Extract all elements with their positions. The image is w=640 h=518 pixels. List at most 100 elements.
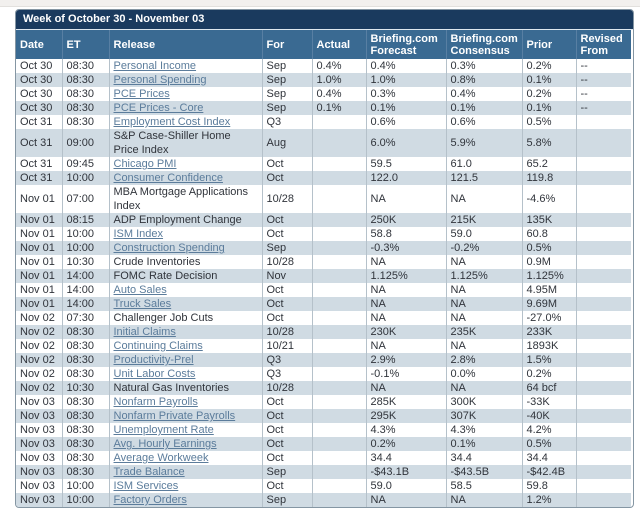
column-header-release: Release	[108, 30, 262, 59]
cell-date: Nov 03	[20, 452, 55, 464]
release-link[interactable]: Unit Labor Costs	[113, 368, 196, 380]
cell-date: Nov 01	[20, 214, 55, 226]
cell-for: Sep	[261, 59, 312, 73]
release-link[interactable]: Factory Orders	[113, 494, 187, 506]
cell-et: 08:30	[61, 325, 109, 339]
cell-actual	[311, 451, 366, 465]
cell-date: Nov 03	[20, 424, 55, 436]
table-header: Date ET Release For Actual Briefing.com Forec…	[16, 30, 631, 59]
cell-actual	[311, 171, 366, 185]
release-link[interactable]: Consumer Confidence	[113, 172, 223, 184]
release-link[interactable]: ISM Index	[113, 228, 164, 240]
cell-date: Nov 01	[20, 256, 55, 268]
table-row: Nov 03 08:30 Nonfarm Payrolls Oct 285K 300K -3…	[16, 395, 631, 409]
release-link[interactable]: Nonfarm Payrolls	[113, 396, 198, 408]
release-link[interactable]: Auto Sales	[113, 284, 167, 296]
cell-release: Personal Spending	[108, 73, 262, 87]
cell-revised	[575, 493, 631, 507]
cell-prior: 64 bcf	[521, 381, 576, 395]
release-link[interactable]: Personal Income	[113, 60, 197, 72]
release-link[interactable]: Personal Spending	[113, 74, 207, 86]
cell-release: PCE Prices	[108, 87, 262, 101]
release-link[interactable]: Construction Spending	[113, 242, 225, 254]
cell-et: 08:30	[61, 73, 109, 87]
release-text: ADP Employment Change	[113, 214, 242, 226]
cell-for: 10/28	[261, 185, 312, 213]
cell-prior: -$42.4B	[521, 465, 576, 479]
cell-revised	[575, 297, 631, 311]
cell-date: Nov 01	[20, 228, 55, 240]
table-row: Nov 02 08:30 Continuing Claims 10/21 NA NA 189…	[16, 339, 631, 353]
column-header-revised: Revised From	[575, 30, 631, 59]
table-row: Nov 02 07:30 Challenger Job Cuts Oct NA NA -27…	[16, 311, 631, 325]
cell-date: Nov 02	[20, 368, 55, 380]
release-link[interactable]: Average Workweek	[113, 452, 209, 464]
cell-prior: -27.0%	[521, 311, 576, 325]
cell-forecast: 285K	[365, 395, 446, 409]
table-row: Oct 31 09:45 Chicago PMI Oct 59.5 61.0 65.2	[16, 157, 631, 171]
economic-calendar: Week of October 30 - November 03 Date ET R…	[15, 9, 634, 508]
cell-for: Sep	[261, 241, 312, 255]
cell-consensus: 300K	[445, 395, 522, 409]
column-header-actual: Actual	[311, 30, 366, 59]
cell-forecast: -0.1%	[365, 367, 446, 381]
cell-prior: -4.6%	[521, 185, 576, 213]
column-header-et: ET	[61, 30, 109, 59]
cell-revised: --	[575, 101, 631, 115]
cell-et: 08:30	[61, 437, 109, 451]
cell-consensus: 235K	[445, 325, 522, 339]
release-link[interactable]: Trade Balance	[113, 466, 185, 478]
cell-forecast: 1.0%	[365, 73, 446, 87]
release-link[interactable]: Continuing Claims	[113, 340, 203, 352]
cell-actual: 0.4%	[311, 87, 366, 101]
cell-forecast: 34.4	[365, 451, 446, 465]
table-row: Nov 03 08:30 Nonfarm Private Payrolls Oct 29…	[16, 409, 631, 423]
release-link[interactable]: Chicago PMI	[113, 158, 177, 170]
cell-revised	[575, 367, 631, 381]
release-link[interactable]: PCE Prices - Core	[113, 102, 204, 114]
cell-et: 08:30	[61, 115, 109, 129]
table-body: Oct 30 08:30 Personal Income Sep 0.4% 0.4% 0.3…	[16, 59, 631, 507]
cell-forecast: 59.0	[365, 479, 446, 493]
cell-consensus: 59.0	[445, 227, 522, 241]
cell-prior: 4.2%	[521, 423, 576, 437]
table-row: Oct 31 08:30 Employment Cost Index Q3 0.6% 0.…	[16, 115, 631, 129]
cell-forecast: 0.3%	[365, 87, 446, 101]
cell-prior: 0.9M	[521, 255, 576, 269]
release-link[interactable]: Productivity-Prel	[113, 354, 194, 366]
cell-prior: 0.1%	[521, 101, 576, 115]
table-row: Nov 01 10:00 ISM Index Oct 58.8 59.0 60.8	[16, 227, 631, 241]
cell-prior: 34.4	[521, 451, 576, 465]
cell-release: Initial Claims	[108, 325, 262, 339]
cell-forecast: 230K	[365, 325, 446, 339]
cell-release: FOMC Rate Decision	[108, 269, 262, 283]
cell-release: MBA Mortgage Applications Index	[108, 185, 262, 213]
cell-et: 08:30	[61, 395, 109, 409]
cell-prior: 0.2%	[521, 367, 576, 381]
release-link[interactable]: Employment Cost Index	[113, 116, 231, 128]
release-link[interactable]: Avg. Hourly Earnings	[113, 438, 217, 450]
cell-actual	[311, 185, 366, 213]
cell-release: Average Workweek	[108, 451, 262, 465]
browser-top-strip	[0, 0, 640, 7]
cell-prior: 60.8	[521, 227, 576, 241]
cell-prior: 65.2	[521, 157, 576, 171]
cell-forecast: 2.9%	[365, 353, 446, 367]
cell-revised	[575, 479, 631, 493]
cell-release: Productivity-Prel	[108, 353, 262, 367]
cell-release: Truck Sales	[108, 297, 262, 311]
table-row: Nov 03 08:30 Unemployment Rate Oct 4.3% 4.3% 4…	[16, 423, 631, 437]
cell-release: Nonfarm Payrolls	[108, 395, 262, 409]
cell-et: 10:00	[61, 171, 109, 185]
release-link[interactable]: Initial Claims	[113, 326, 176, 338]
cell-forecast: 0.2%	[365, 437, 446, 451]
release-link[interactable]: Truck Sales	[113, 298, 172, 310]
cell-consensus: 34.4	[445, 451, 522, 465]
release-link[interactable]: ISM Services	[113, 480, 179, 492]
release-link[interactable]: Unemployment Rate	[113, 424, 214, 436]
release-link[interactable]: PCE Prices	[113, 88, 170, 100]
release-link[interactable]: Nonfarm Private Payrolls	[113, 410, 236, 422]
cell-revised	[575, 409, 631, 423]
table-row: Nov 02 08:30 Unit Labor Costs Q3 -0.1% 0.0% 0.…	[16, 367, 631, 381]
